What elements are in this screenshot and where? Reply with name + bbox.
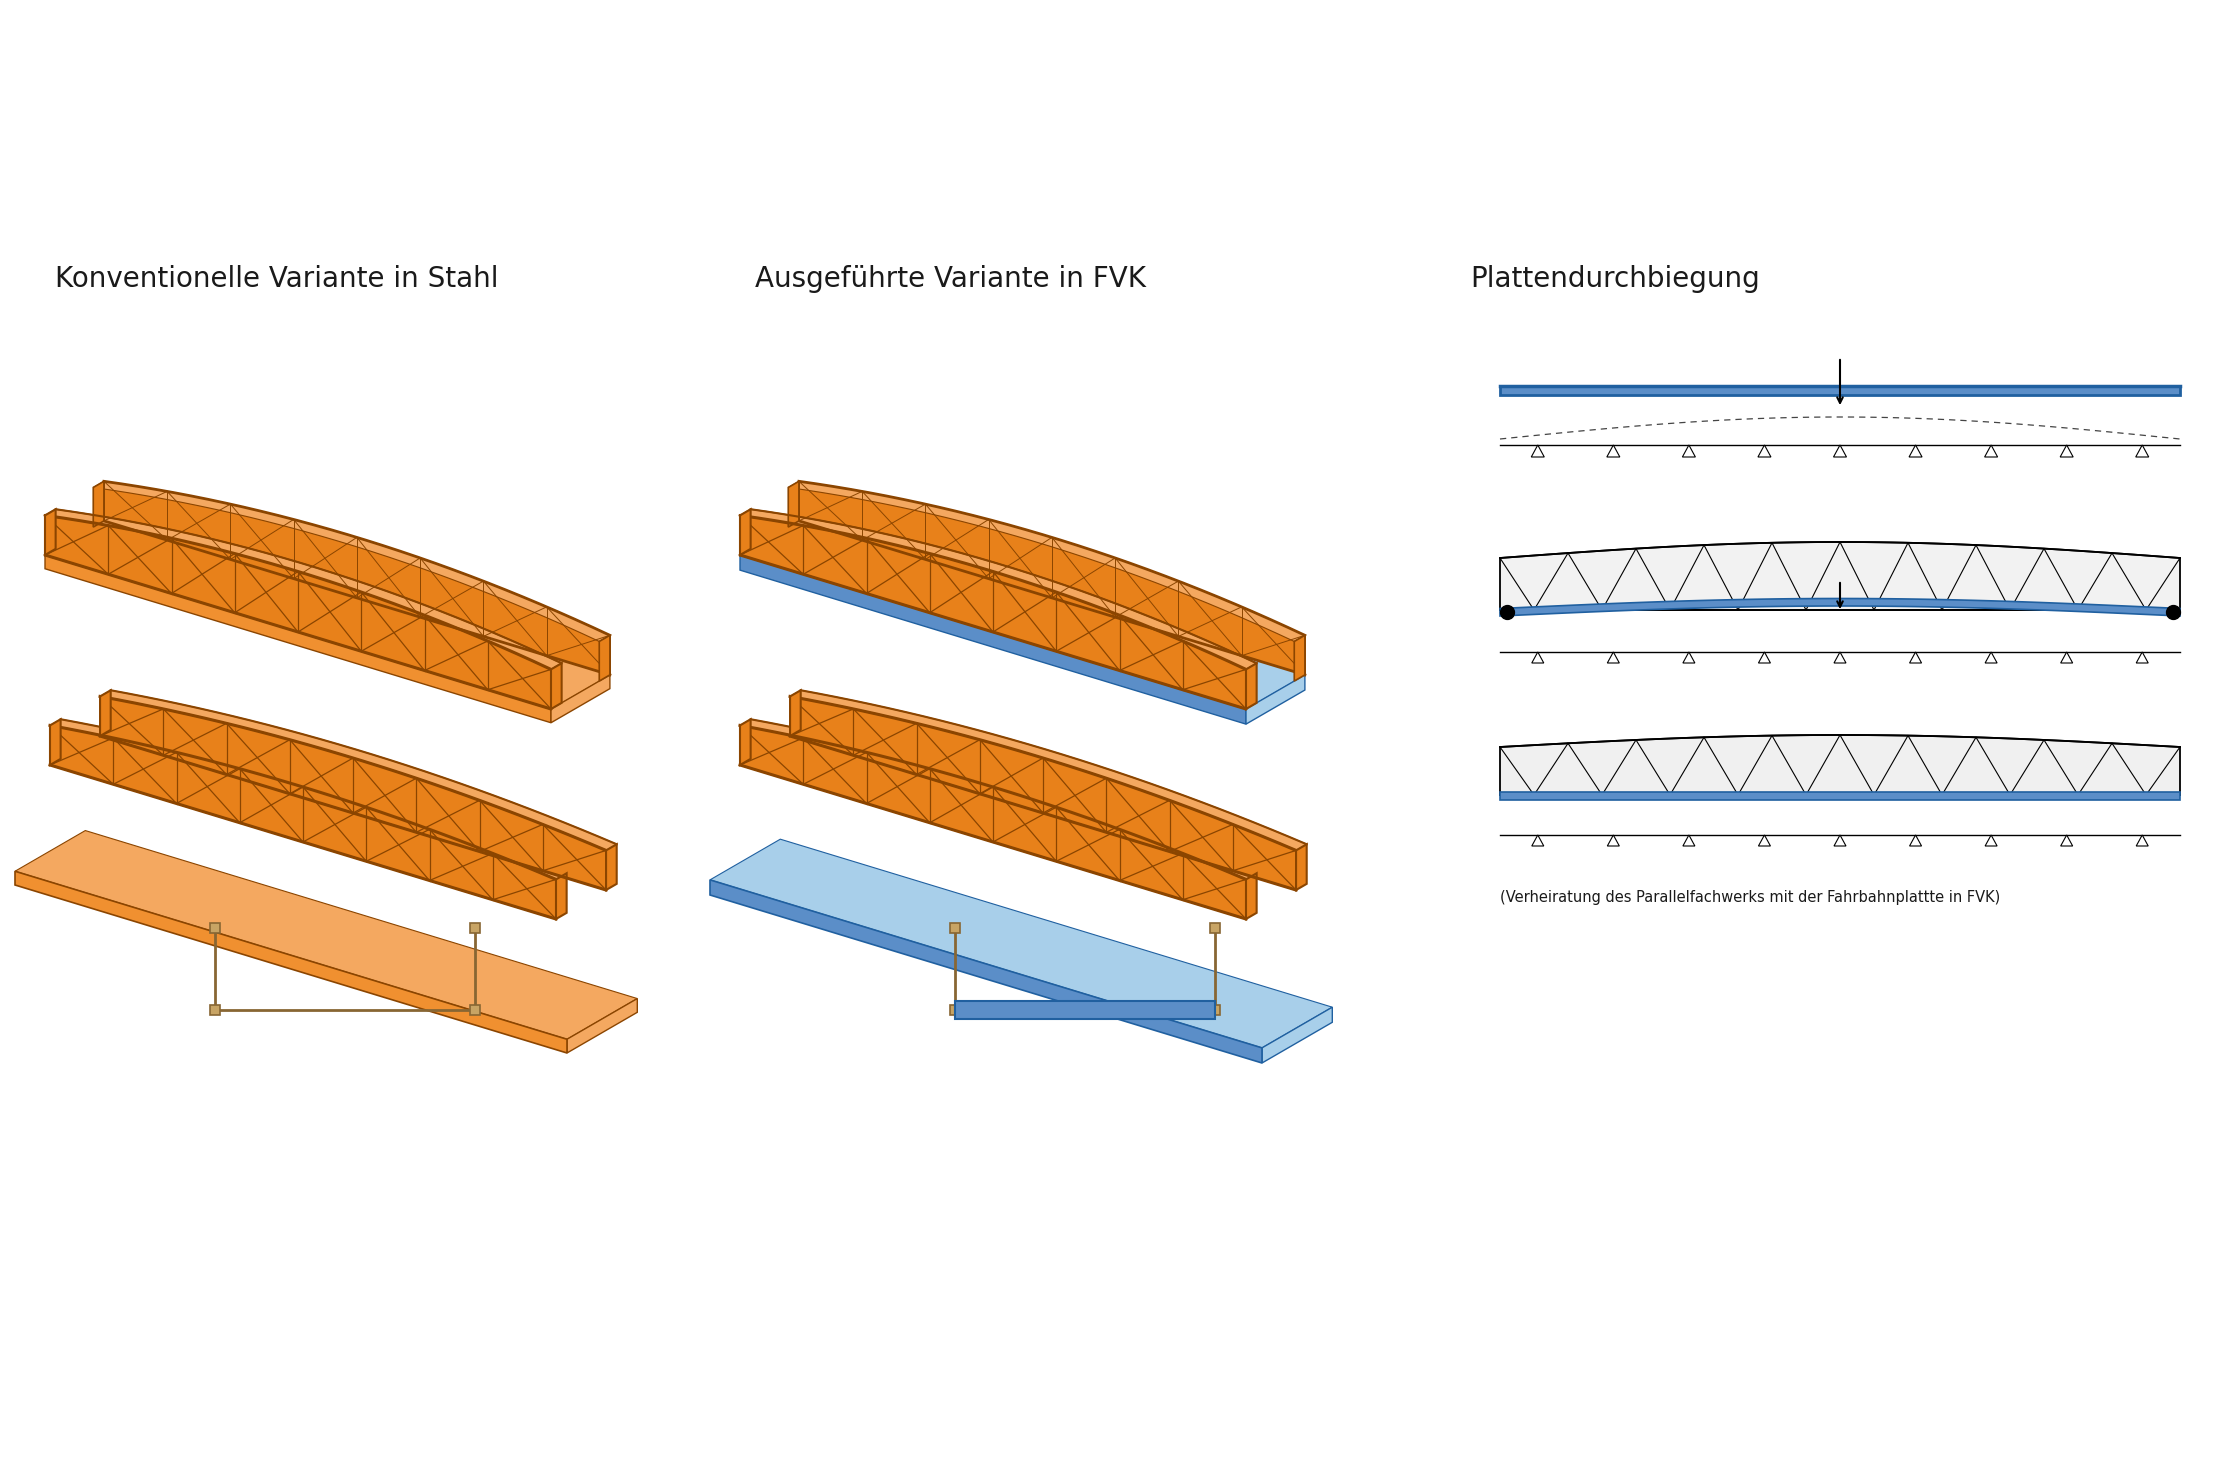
Polygon shape (790, 690, 801, 736)
Bar (471, 924, 480, 932)
Polygon shape (739, 509, 1257, 669)
Polygon shape (1985, 835, 1998, 847)
Polygon shape (710, 881, 1261, 1063)
Polygon shape (1909, 835, 1923, 847)
Polygon shape (44, 515, 551, 709)
Bar (471, 1005, 480, 1015)
Polygon shape (1245, 873, 1257, 919)
Polygon shape (1296, 844, 1308, 889)
Polygon shape (1758, 835, 1769, 847)
Polygon shape (1985, 445, 1998, 457)
Polygon shape (710, 839, 1332, 1048)
Polygon shape (1985, 653, 1998, 663)
Polygon shape (739, 521, 1305, 709)
Polygon shape (1501, 542, 2180, 610)
Polygon shape (1607, 835, 1618, 847)
Polygon shape (739, 555, 1245, 724)
Polygon shape (1834, 445, 1847, 457)
Polygon shape (739, 515, 1245, 709)
Polygon shape (551, 663, 562, 709)
Polygon shape (93, 481, 104, 527)
Polygon shape (739, 725, 1245, 919)
Bar (950, 924, 959, 932)
Text: Plattendurchbiegung: Plattendurchbiegung (1470, 265, 1760, 293)
Polygon shape (788, 481, 1305, 641)
Polygon shape (44, 509, 562, 669)
Polygon shape (606, 844, 617, 889)
Text: Konventionelle Variante in Stahl: Konventionelle Variante in Stahl (56, 265, 500, 293)
Polygon shape (1683, 445, 1696, 457)
Polygon shape (1683, 653, 1694, 663)
Polygon shape (1607, 653, 1618, 663)
Polygon shape (1758, 653, 1769, 663)
Polygon shape (2136, 835, 2149, 847)
Polygon shape (790, 697, 1296, 889)
Polygon shape (1532, 445, 1545, 457)
Polygon shape (739, 509, 750, 555)
Polygon shape (16, 872, 566, 1052)
Text: Ausgeführte Variante in FVK: Ausgeführte Variante in FVK (755, 265, 1146, 293)
Polygon shape (1245, 663, 1257, 709)
Polygon shape (1501, 736, 2180, 795)
Polygon shape (51, 719, 60, 765)
Polygon shape (1834, 653, 1847, 663)
Polygon shape (1834, 835, 1847, 847)
Polygon shape (44, 509, 56, 555)
Polygon shape (1501, 598, 2180, 616)
Polygon shape (790, 690, 1308, 851)
Polygon shape (1683, 835, 1694, 847)
Polygon shape (551, 675, 610, 722)
Polygon shape (555, 873, 566, 919)
Bar (211, 1005, 220, 1015)
Polygon shape (1607, 445, 1621, 457)
Polygon shape (2136, 653, 2149, 663)
Polygon shape (566, 999, 637, 1052)
Polygon shape (51, 725, 555, 919)
Bar (211, 924, 220, 932)
Polygon shape (2136, 445, 2149, 457)
Text: (Verheiratung des Parallelfachwerks mit der Fahrbahnplattte in FVK): (Verheiratung des Parallelfachwerks mit … (1501, 889, 2000, 904)
Polygon shape (1909, 445, 1923, 457)
Bar (1501, 385, 2180, 395)
Polygon shape (16, 830, 637, 1039)
Polygon shape (1909, 653, 1923, 663)
Polygon shape (93, 481, 610, 641)
Polygon shape (1532, 653, 1543, 663)
Polygon shape (739, 719, 750, 765)
Polygon shape (100, 697, 606, 889)
Polygon shape (739, 719, 1257, 879)
Polygon shape (1294, 635, 1305, 681)
Bar (1501, 792, 2180, 801)
Polygon shape (1261, 1008, 1332, 1063)
Bar (1210, 1005, 1221, 1015)
Polygon shape (44, 521, 610, 709)
Polygon shape (100, 690, 617, 851)
Bar (955, 1000, 1214, 1020)
Polygon shape (2060, 445, 2073, 457)
Polygon shape (100, 690, 111, 736)
Bar (950, 1005, 959, 1015)
Polygon shape (51, 719, 566, 879)
Polygon shape (599, 635, 611, 681)
Polygon shape (1532, 835, 1543, 847)
Polygon shape (1758, 445, 1772, 457)
Polygon shape (1245, 675, 1305, 724)
Polygon shape (788, 481, 799, 527)
Polygon shape (104, 481, 611, 675)
Polygon shape (44, 555, 551, 722)
Polygon shape (799, 481, 1305, 675)
Polygon shape (2060, 835, 2073, 847)
Polygon shape (2060, 653, 2073, 663)
Bar (1210, 924, 1221, 932)
